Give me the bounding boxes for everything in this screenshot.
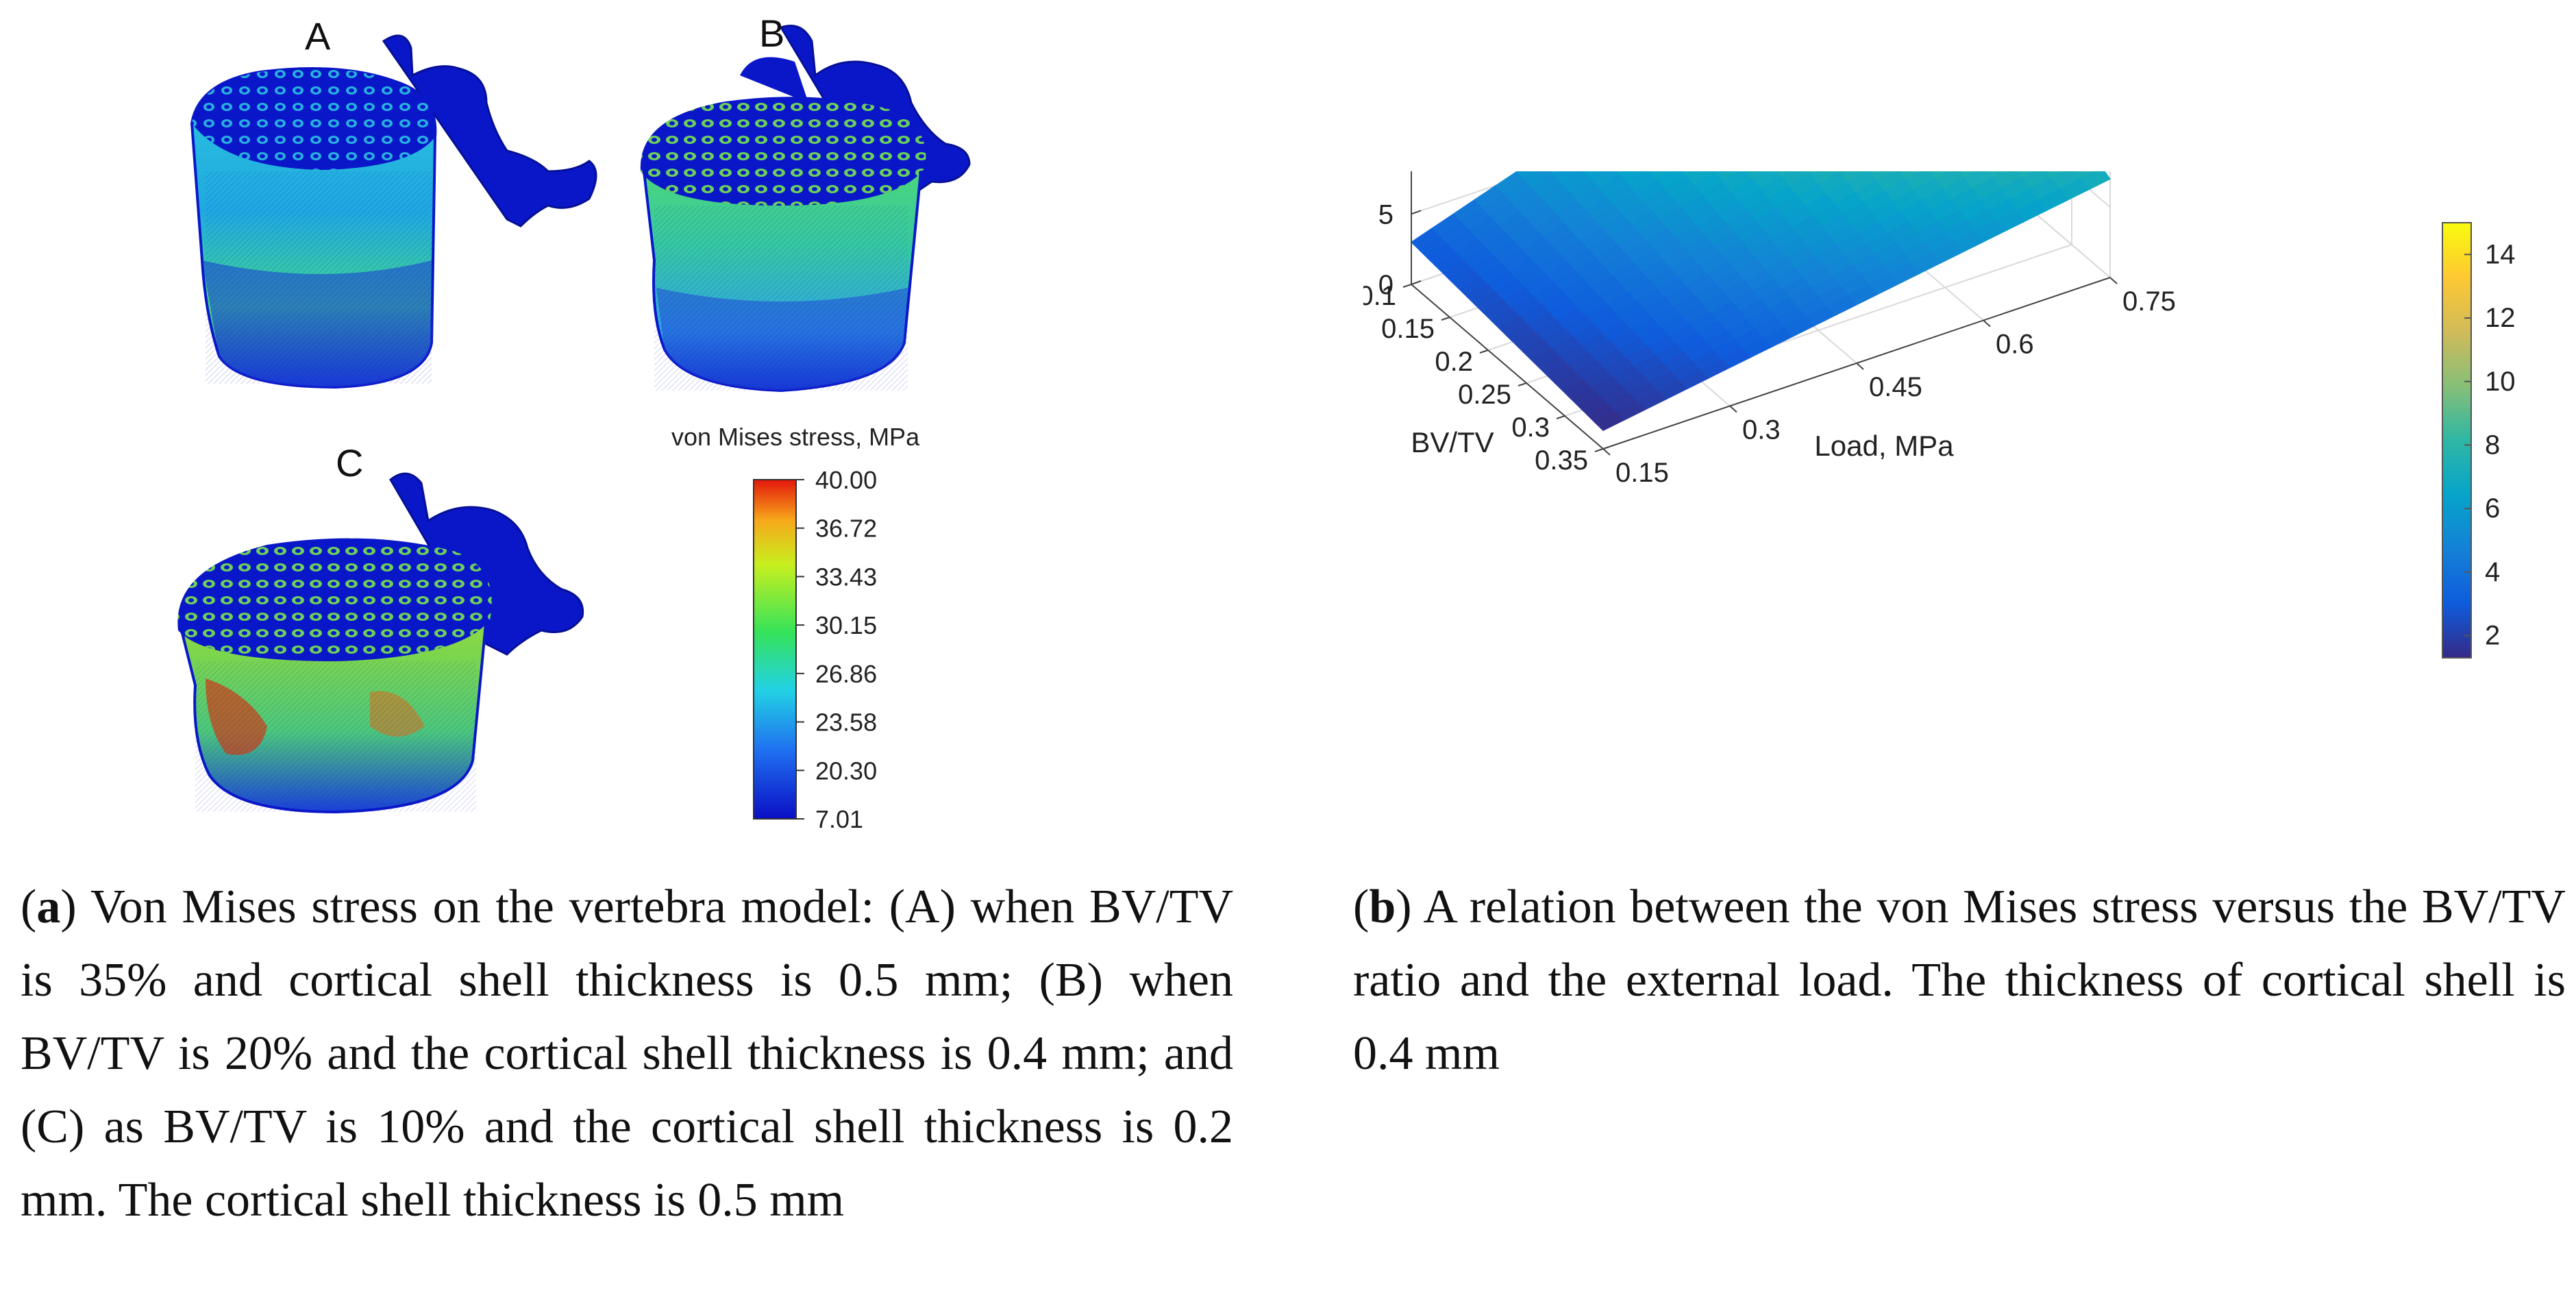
z-tick-mark [1411,280,1422,285]
y-tick-mark [1602,448,1611,456]
x-tick-label: 0.2 [1435,347,1473,377]
surface-patch [2080,171,2111,190]
colorbar-a-tick-label: 20.30 [815,756,877,785]
stress-colorbar: von Mises stress, MPa 40.00 36.72 33.43 30.… [671,423,920,833]
surface-patch [1550,171,1560,175]
surface-patch [2018,171,2035,178]
surface-patch [2046,171,2066,178]
caption-a-text: Von Mises stress on the vertebra model: … [21,881,1233,1227]
caption-a-label: a [36,881,61,933]
y-tick-label: 0.75 [2122,286,2176,317]
surface-chart: 051015von Mises stress, MPa0.10.150.20.2… [1363,171,2516,659]
x-tick-label: 0.15 [1381,314,1435,344]
x-tick-label: 0.3 [1511,413,1550,443]
colorbar-b-tick-label: 4 [2485,557,2500,587]
caption-b-text: A relation between the von Mises stress … [1353,881,2566,1080]
colorbar-b-tick-label: 8 [2485,430,2500,460]
surface-patch [1929,171,1949,179]
z-tick-label: 5 [1378,199,1394,230]
vertebra-model-c: C [177,441,584,814]
chart-colorbar: 14 12 10 8 6 4 2 [2442,222,2516,659]
colorbar-b-tick-label: 12 [2485,303,2516,333]
colorbar-a-tick-label: 26.86 [815,660,877,688]
x-tick-mark [1479,349,1489,354]
surface-patch [1553,171,1582,184]
x-tick-mark [1441,317,1450,321]
surface-patch [1584,171,1604,180]
colorbar-b-gradient [2442,222,2472,659]
model-b-label: B [759,12,784,55]
caption-a: (a) Von Mises stress on the vertebra mod… [21,881,1233,1227]
y-axis-label: Load, MPa [1814,430,1954,462]
x-axis-line [1411,284,1604,450]
caption-b: (b) A relation between the von Mises str… [1353,881,2566,1080]
chart-surface [1411,171,2111,432]
x-tick-mark [1556,415,1565,419]
x-axis-label: BV/TV [1411,426,1494,458]
model-c-label: C [336,441,363,484]
colorbar-b-tick-label: 10 [2485,367,2516,397]
y-tick-mark [1856,362,1864,370]
surface-patch [1869,171,1895,181]
x-tick-label: 0.1 [1363,281,1396,311]
y-tick-mark [1729,405,1737,413]
colorbar-a-tick-label: 36.72 [815,515,877,543]
x-tick-mark [1518,382,1527,386]
surface-patch [1900,171,1922,180]
vertebra-model-a: A [190,14,597,389]
colorbar-b-tick-label: 2 [2485,621,2500,651]
surface-patch [1516,171,1539,181]
y-tick-label: 0.6 [1996,330,2034,360]
y-tick-label: 0.3 [1742,415,1781,445]
z-tick-label: 0 [1378,270,1394,300]
vertebra-figure: A B C von Mises stress, MPa 40.00 36.72 33… [177,12,971,833]
y-tick-label: 0.45 [1869,372,1922,402]
y-tick-label: 0.15 [1615,458,1669,488]
surface-patch [1959,171,1977,178]
x-tick-mark [1594,448,1604,452]
colorbar-a-tick-label: 30.15 [815,611,877,639]
colorbar-a-title: von Mises stress, MPa [671,423,920,451]
colorbar-a-tick-label: 7.01 [815,805,863,833]
colorbar-b-tick-label: 6 [2485,493,2500,524]
surface-patch [1746,171,1766,180]
surface-patch [2075,171,2096,179]
surface-patch [1715,171,1742,182]
surface-patch [1777,171,1792,177]
colorbar-b-tick-label: 14 [2485,239,2516,269]
model-a-label: A [305,14,331,58]
chart-axes: 051015von Mises stress, MPa0.10.150.20.2… [1363,171,2176,488]
surface-patch [1682,171,1694,176]
x-tick-mark [1402,284,1412,288]
colorbar-a-tick-label: 40.00 [815,466,877,494]
surface-patch [1988,171,2006,178]
colorbar-a-tick-label: 23.58 [815,709,877,737]
surface-patch [1839,171,1868,183]
y-tick-mark [1983,319,1991,328]
surface-patch [1650,171,1672,180]
x-tick-label: 0.25 [1458,380,1511,410]
colorbar-a-tick-label: 33.43 [815,563,877,591]
y-tick-mark [2109,277,2118,284]
vertebra-model-b: B [640,12,971,393]
caption-b-label: b [1369,881,1396,933]
z-tick-mark [1411,210,1422,215]
x-tick-label: 0.35 [1535,445,1588,476]
surface-patch [1620,171,1648,184]
